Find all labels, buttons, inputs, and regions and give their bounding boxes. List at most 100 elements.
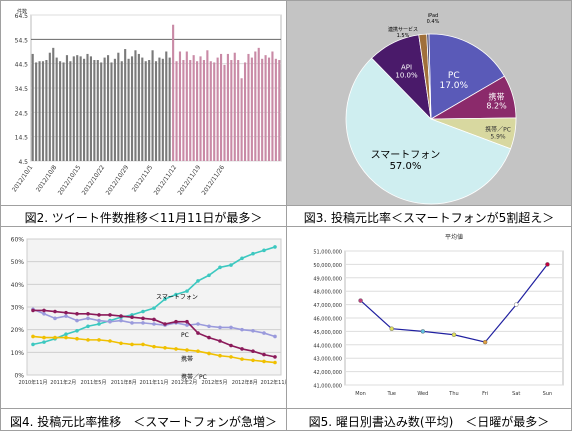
fig4-point (75, 312, 79, 316)
fig4-point (64, 310, 68, 315)
fig5-panel: 平均値 41,000,000 42,000,000 43,000,000 44,000,… (286, 226, 572, 409)
fig4-xtick-label: 2012年2月 (171, 379, 197, 386)
fig2-bar (76, 55, 79, 161)
fig2-bar (72, 56, 75, 161)
fig2-bar (89, 56, 92, 161)
fig3-panel: PC 17.0% 携帯 8.2% 携帯／PC 5.9% スマートフォン 57.0% API 10.… (286, 0, 572, 206)
fig2-xtick-label: 2012/10/29 (105, 164, 131, 196)
fig4-chart: 0% 10% 20% 30% 40% 50% 60% 2010年11月 2011年2月 2011年… (11, 237, 290, 387)
fig2-bar (257, 47, 260, 161)
fig2-xtick-label: 2012/11/12 (153, 164, 179, 196)
fig5-ytick-label: 41,000,000 (313, 384, 342, 390)
fig2-bar (144, 61, 147, 161)
fig2-bar (103, 57, 106, 162)
fig4-point (174, 347, 178, 351)
fig3-slice-name: iPad (428, 13, 438, 19)
fig3-slice-name: PC (448, 71, 460, 81)
fig4-ytick-label: 10% (11, 350, 25, 357)
fig2-bar (48, 52, 51, 161)
fig4-point (108, 319, 112, 324)
fig4-point (229, 325, 233, 330)
fig2-bar (113, 58, 116, 161)
fig3-slice-name: API (401, 63, 412, 71)
fig5-xtick-label: Sun (543, 391, 553, 397)
fig4-point (207, 335, 211, 340)
fig2-bar (175, 61, 178, 161)
fig2-bar (189, 60, 192, 162)
fig2-bar (134, 50, 137, 161)
fig2-bar (165, 51, 168, 161)
fig5-ytick-label: 46,000,000 (313, 317, 342, 323)
fig2-xtick-label: 2012/10/1 (11, 164, 34, 193)
fig2-bar (124, 49, 127, 161)
fig2-bar (230, 60, 233, 162)
fig5-xtick-label: Mon (355, 391, 366, 397)
fig4-xtick-label: 2010年11月 (18, 379, 47, 386)
fig4-point (251, 349, 255, 353)
fig2-bar (172, 24, 175, 161)
fig2-xtick-label: 2012/10/22 (81, 164, 107, 196)
fig4-xtick-label: 2012年5月 (202, 379, 228, 386)
fig4-point (196, 322, 200, 326)
fig2-bar (261, 58, 264, 161)
fig3-slice (426, 33, 432, 120)
fig5-ytick-label: 50,000,000 (313, 263, 342, 269)
fig4-ytick-label: 30% (11, 305, 25, 312)
fig5-point (545, 262, 550, 267)
fig5-xtick-label: Sat (512, 391, 520, 397)
fig4-point (75, 336, 79, 341)
fig4-point (141, 316, 145, 321)
fig4-point (130, 315, 134, 319)
fig2-bar (86, 53, 89, 161)
fig4-xtick-label: 2011年2月 (50, 379, 76, 386)
fig3-slice-value: 10.0% (395, 71, 418, 79)
fig2-ytick-label: 64.5 (15, 13, 29, 20)
fig3-slice-value: 17.0% (439, 81, 468, 91)
fig2-bar (130, 56, 134, 161)
fig2-bar (45, 60, 48, 162)
fig4-point (119, 314, 123, 318)
fig4-point (97, 318, 101, 323)
fig4-point (42, 308, 46, 313)
fig4-point (196, 349, 200, 353)
fig4-ytick-label: 0% (14, 373, 24, 380)
fig2-bar (69, 61, 72, 161)
fig4-point (240, 327, 244, 332)
fig4-point (262, 352, 266, 357)
fig4-point (31, 334, 35, 339)
fig4-point (152, 306, 156, 310)
fig2-xtick-label: 2012/10/15 (57, 164, 83, 196)
fig2-bar (233, 52, 236, 161)
fig2-panel: 4.5 14.5 24.5 34.5 44.5 54.5 64.5 件数 2012/10/1 20… (0, 0, 287, 206)
fig2-bar (243, 62, 247, 162)
fig4-point (273, 360, 277, 365)
fig2-ytick-label: 4.5 (18, 159, 28, 166)
fig2-bar (278, 60, 281, 162)
fig2-ylabel: 件数 (17, 8, 27, 15)
fig2-bar (199, 56, 202, 161)
fig5-ytick-label: 44,000,000 (313, 343, 342, 349)
fig5-point (420, 329, 426, 334)
fig4-ytick-label: 20% (11, 327, 25, 334)
fig2-bar (178, 51, 182, 161)
fig2-caption-box: 図2. ツイート件数推移＜11月11日が最多＞ (0, 205, 287, 227)
fig4-series-label: スマートフォン (156, 294, 198, 301)
fig2-bar (151, 50, 154, 161)
fig5-ytick-label: 42,000,000 (313, 370, 342, 376)
fig5-xtick-label: Fri (482, 391, 488, 397)
fig4-point (97, 322, 101, 326)
fig2-bar (267, 57, 271, 162)
fig3-slice-name: 携帯／PC (485, 125, 511, 133)
fig4-xtick-label: 2012年8月 (232, 379, 258, 386)
fig2-bar (106, 55, 110, 161)
fig2-bar (161, 58, 164, 161)
fig4-point (240, 256, 244, 261)
fig4-point (185, 289, 189, 293)
fig4-point (207, 351, 211, 356)
fig3-slice-name: スマートフォン (371, 150, 441, 161)
fig4-point (207, 324, 211, 329)
fig3-slice-name: 連携サービス (388, 26, 418, 33)
fig2-bar (96, 60, 99, 162)
fig2-bar (31, 53, 34, 161)
